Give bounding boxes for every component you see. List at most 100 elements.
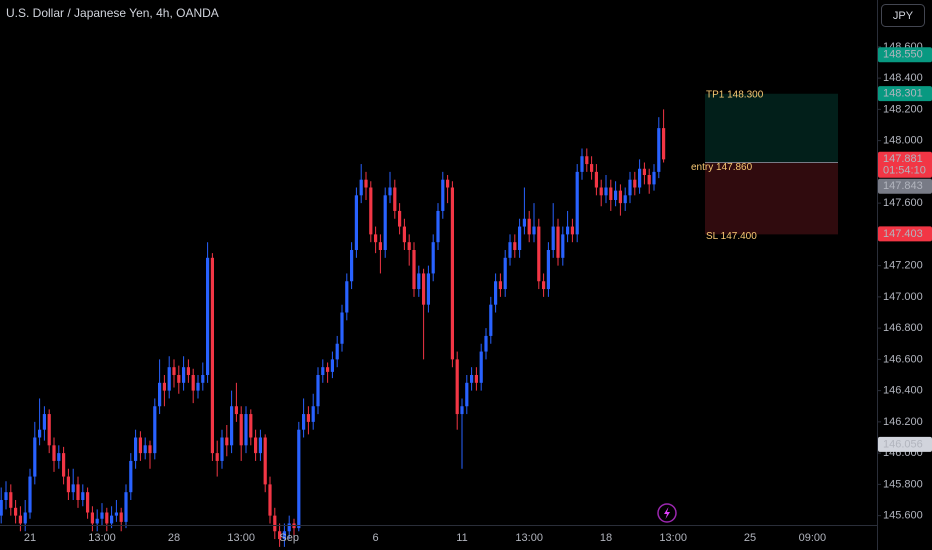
candle-body <box>561 234 565 258</box>
candle-body <box>254 437 258 454</box>
candle-body <box>14 507 18 516</box>
candle-body <box>455 359 459 415</box>
y-tick-label: 147.000 <box>883 291 923 303</box>
price-badge-label: 147.403 <box>883 228 923 240</box>
candle-body <box>359 179 363 196</box>
candle-body <box>18 515 22 524</box>
y-tick-label: 146.800 <box>883 322 923 334</box>
y-tick-label: 145.800 <box>883 478 923 490</box>
candle-body <box>441 179 445 211</box>
icon-bolt[interactable] <box>664 507 670 519</box>
y-tick-label: 146.400 <box>883 385 923 397</box>
candle-body <box>105 512 109 524</box>
candle-body <box>4 492 8 500</box>
price-badge <box>878 226 932 242</box>
y-tick-label: 146.200 <box>883 416 923 428</box>
candle-body <box>402 226 406 243</box>
candle-body <box>494 281 498 305</box>
stop-loss-zone <box>705 162 838 235</box>
candle-body <box>599 187 603 196</box>
lightning-icon[interactable] <box>657 503 677 523</box>
candle-body <box>268 484 272 516</box>
candle-body <box>42 414 46 430</box>
candle-body <box>263 437 267 485</box>
candle-body <box>297 429 301 529</box>
candle-body <box>585 156 589 165</box>
candle-body <box>354 195 358 250</box>
candle-body <box>532 226 536 235</box>
candle-body <box>244 414 248 446</box>
candle-body <box>90 512 94 524</box>
x-tick-label: 13:00 <box>227 532 255 544</box>
candle-body <box>378 242 382 250</box>
entry-label: entry 147.860 <box>691 162 753 173</box>
candle-body <box>652 171 656 185</box>
candle-body <box>580 156 584 172</box>
candle-body <box>95 518 99 524</box>
price-badge-label: 147.843 <box>883 180 923 192</box>
candle-body <box>172 367 176 375</box>
candle-body <box>594 171 598 188</box>
candle-body <box>614 190 618 200</box>
y-tick-label: 148.200 <box>883 103 923 115</box>
candle-body <box>422 273 426 305</box>
candle-body <box>9 492 13 508</box>
x-tick-label: 13:00 <box>88 532 116 544</box>
candle-body <box>537 226 541 282</box>
x-tick-label: 18 <box>600 532 612 544</box>
candle-body <box>383 195 387 250</box>
candles <box>0 109 666 547</box>
candle-body <box>470 375 474 383</box>
candle-body <box>426 273 430 305</box>
candle-body <box>114 512 118 516</box>
candle-body <box>162 382 166 391</box>
candle-body <box>417 273 421 290</box>
candle-body <box>148 445 152 454</box>
candle-body <box>590 164 594 172</box>
candle-body <box>484 335 488 352</box>
candle-body <box>566 226 570 235</box>
candle-body <box>0 500 3 516</box>
candle-body <box>431 242 435 274</box>
candle-body <box>191 375 195 391</box>
x-tick-label: 25 <box>744 532 756 544</box>
candle-body <box>436 210 440 243</box>
icon-circle[interactable] <box>657 503 677 523</box>
candle-body <box>282 531 286 540</box>
price-badge <box>878 436 932 452</box>
y-tick-label: 147.600 <box>883 197 923 209</box>
candle-body <box>340 312 344 344</box>
candle-body <box>134 437 138 461</box>
candle-body <box>642 168 646 175</box>
candle-body <box>393 187 397 211</box>
y-tick-label: 147.200 <box>883 260 923 272</box>
candle-body <box>225 437 229 446</box>
candle-body <box>647 175 651 185</box>
candle-body <box>479 351 483 383</box>
candle-body <box>638 168 642 188</box>
candle-body <box>618 190 622 204</box>
candle-body <box>522 218 526 227</box>
candle-body <box>33 437 37 477</box>
x-tick-label: 13:00 <box>515 532 543 544</box>
price-badge <box>878 86 932 102</box>
candle-body <box>374 234 378 243</box>
candle-body <box>407 242 411 250</box>
price-badge-label: 148.301 <box>883 88 923 100</box>
x-tick-label: 6 <box>373 532 379 544</box>
candle-body <box>369 187 373 235</box>
candle-body <box>230 406 234 446</box>
candle-body <box>66 476 70 493</box>
candle-body <box>350 250 354 282</box>
candle-body <box>460 406 464 415</box>
currency-label[interactable]: JPY <box>893 10 914 22</box>
candle-body <box>287 523 291 532</box>
candle-body <box>153 406 157 454</box>
candle-body <box>239 414 243 446</box>
x-tick-label: 21 <box>24 532 36 544</box>
currency-button[interactable] <box>881 4 925 27</box>
candle-body <box>302 414 306 430</box>
candle-body <box>633 179 637 188</box>
